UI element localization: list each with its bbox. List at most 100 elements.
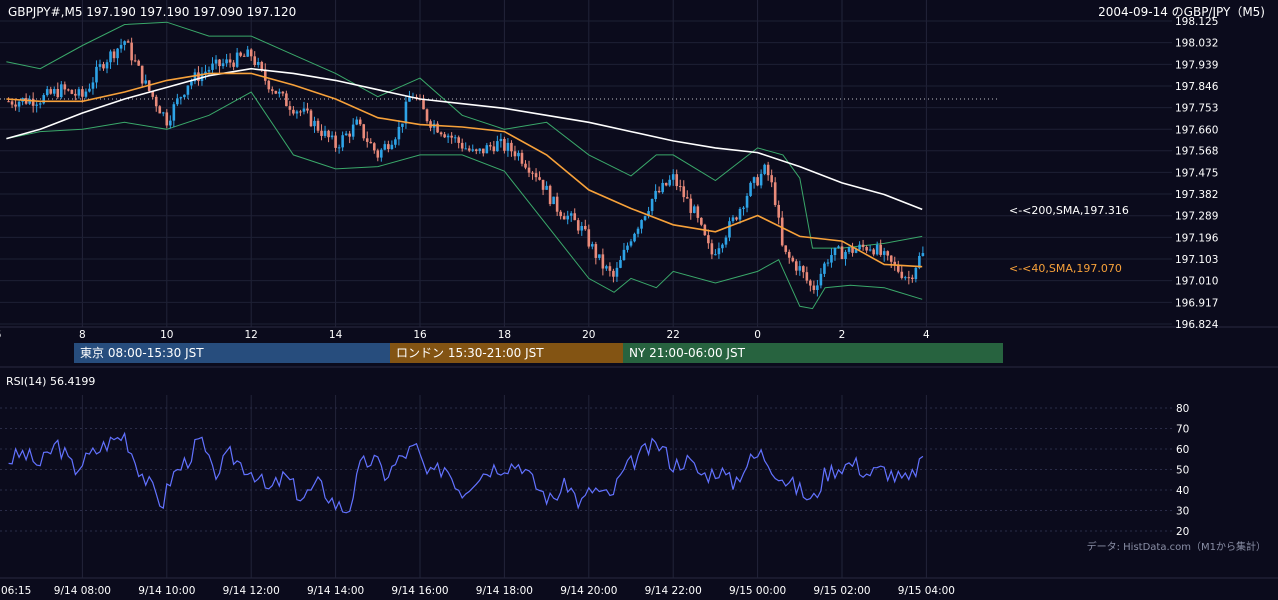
candle-body <box>875 244 879 255</box>
candle <box>510 140 513 157</box>
candle <box>302 101 306 115</box>
candle <box>140 65 144 88</box>
candle-body <box>320 130 323 136</box>
candle <box>784 245 788 255</box>
candle-body <box>144 80 147 84</box>
candle-body <box>17 101 21 107</box>
candle-body <box>151 90 155 97</box>
hour-tick-label: 18 <box>498 329 511 341</box>
candle <box>158 105 162 114</box>
time-tick-label: 9/14 12:00 <box>223 585 280 597</box>
candle <box>320 124 323 141</box>
candle <box>668 175 671 187</box>
candle-body <box>344 133 348 136</box>
candle-body <box>858 244 861 250</box>
candle-body <box>193 72 197 82</box>
candle-body <box>271 89 274 91</box>
candle-body <box>467 148 471 151</box>
candle-body <box>805 272 809 281</box>
candle-body <box>721 244 724 249</box>
candle <box>875 241 879 256</box>
session-newyork: NY 21:00-06:00 JST <box>623 343 1003 363</box>
candle <box>482 148 485 157</box>
candle <box>432 119 436 135</box>
candle <box>671 169 675 186</box>
candle-body <box>14 104 17 107</box>
rsi-line <box>8 431 924 514</box>
candle <box>274 90 278 95</box>
hour-tick-label: 8 <box>79 329 86 341</box>
time-tick-label: 9/15 04:00 <box>898 585 955 597</box>
candle-body <box>67 89 70 91</box>
candle <box>200 67 204 86</box>
candle-body <box>169 120 172 126</box>
candle <box>425 108 429 124</box>
candle <box>24 93 28 105</box>
candle <box>809 279 812 292</box>
candle <box>327 129 330 143</box>
candle <box>569 211 573 222</box>
candle <box>285 90 288 107</box>
candle-body <box>524 163 527 168</box>
candle <box>682 180 686 203</box>
candle-body <box>886 251 890 256</box>
candle-body <box>615 267 619 277</box>
candle-body <box>675 174 679 187</box>
candle <box>861 239 865 251</box>
candle-body <box>190 81 193 86</box>
candle <box>696 204 700 223</box>
candle-body <box>840 246 844 260</box>
candle <box>506 138 510 157</box>
candle-body <box>728 221 731 238</box>
candle-body <box>809 280 812 286</box>
candle-body <box>510 142 513 152</box>
candle-body <box>576 220 580 231</box>
time-tick-label: 9/14 16:00 <box>391 585 448 597</box>
candle-body <box>770 175 773 183</box>
candle-body <box>763 164 766 174</box>
candle-body <box>496 141 499 152</box>
candle-body <box>661 182 664 193</box>
candle-body <box>404 101 408 124</box>
candle <box>439 131 443 137</box>
candle <box>520 149 524 167</box>
candle <box>633 232 636 243</box>
candle <box>724 235 728 248</box>
candle <box>798 260 802 276</box>
candle <box>228 53 232 68</box>
candle-body <box>745 195 749 208</box>
candle <box>731 214 735 224</box>
candle <box>914 266 918 283</box>
candle <box>904 275 907 281</box>
candle <box>643 215 647 222</box>
candle <box>95 60 98 89</box>
candle <box>77 86 81 99</box>
candle-body <box>622 249 626 261</box>
candle <box>369 138 373 144</box>
candle <box>74 89 77 101</box>
candle-body <box>422 99 425 110</box>
candle-body <box>232 62 235 67</box>
candle <box>675 169 679 191</box>
candle <box>826 259 830 267</box>
candle-body <box>130 42 133 61</box>
candle-body <box>450 135 453 138</box>
candle <box>576 217 580 235</box>
candle-body <box>88 88 91 92</box>
candle-body <box>42 95 46 104</box>
candle-body <box>868 249 872 251</box>
candle <box>130 37 133 66</box>
candle <box>868 245 872 252</box>
candle-body <box>327 130 330 138</box>
candle <box>654 184 657 202</box>
candle-body <box>214 59 218 64</box>
candle <box>313 116 316 133</box>
candle <box>443 131 446 139</box>
candle-body <box>668 179 671 186</box>
data-source: データ: HistData.com（M1から集計） <box>1087 540 1266 553</box>
candle <box>636 226 640 238</box>
candle-body <box>629 241 633 246</box>
time-tick-label: 06:15 <box>1 585 31 597</box>
candle <box>281 91 285 97</box>
candle-body <box>889 255 893 262</box>
